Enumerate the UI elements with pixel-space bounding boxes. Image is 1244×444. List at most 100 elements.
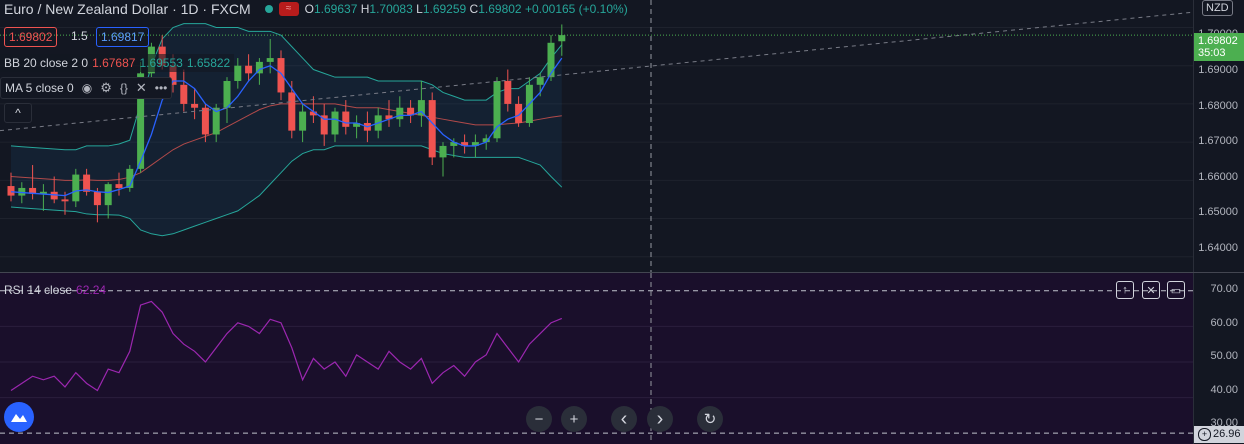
zoom-in-button[interactable]: + [561, 406, 587, 432]
bb-indicator-legend[interactable]: BB 20 close 2 0 1.67687 1.69553 1.65822 [0, 54, 235, 72]
candle-body [245, 65, 253, 74]
candle-body [137, 73, 145, 169]
currency-label[interactable]: NZD [1202, 0, 1233, 16]
candle-body [61, 199, 69, 202]
candle-body [104, 184, 112, 206]
eye-icon[interactable]: ◉ [81, 81, 93, 95]
rsi-scale[interactable]: 70.00 60.00 50.00 40.00 30.00 +26.96 [1193, 273, 1244, 444]
candle-body [18, 187, 26, 196]
candle-body [234, 65, 242, 81]
rsi-tick: 60.00 [1210, 317, 1238, 329]
close-icon[interactable]: ✕ [135, 80, 147, 95]
rsi-value: 62.24 [76, 283, 107, 297]
price-tick: 1.68000 [1198, 100, 1238, 112]
bb-value: 1.67687 [92, 56, 136, 70]
rsi-pane[interactable] [0, 273, 1193, 444]
candle-body [266, 58, 274, 62]
candle-body [320, 115, 328, 135]
low-value: 1.69259 [422, 2, 467, 16]
close-icon[interactable]: ✕ [1142, 281, 1160, 299]
candle-body [309, 111, 317, 116]
rsi-chart-canvas[interactable] [0, 273, 1193, 444]
maximize-icon[interactable]: ▭ [1167, 281, 1185, 299]
more-icon[interactable]: ••• [154, 81, 168, 95]
braces-icon[interactable]: {} [119, 81, 128, 95]
price-tick: 1.69000 [1198, 64, 1238, 76]
ma-label[interactable]: MA 5 close 0 [5, 81, 74, 95]
ma-line [10, 57, 563, 197]
rsi-bottom-value: 26.96 [1213, 428, 1241, 440]
bb-value: 1.69553 [139, 56, 183, 70]
candle-body [115, 184, 123, 188]
scroll-right-button[interactable]: › [647, 406, 673, 432]
sell-button[interactable]: 1.69802 [4, 27, 58, 47]
rsi-tick: 50.00 [1210, 350, 1238, 362]
rsi-current-value: +26.96 [1194, 426, 1244, 443]
chevron-up-icon: ^ [15, 106, 21, 120]
candle-body [547, 42, 555, 78]
ma-indicator-legend[interactable]: MA 5 close 0 ◉ ⚙ {} ✕ ••• [0, 77, 173, 99]
candle-body [417, 100, 425, 116]
candle-body [493, 80, 501, 139]
candle-body [191, 103, 199, 108]
gear-icon[interactable]: ⚙ [100, 80, 112, 95]
up-arrow-icon[interactable]: ↑ [1116, 281, 1134, 299]
candle-body [299, 111, 307, 131]
high-label: H [360, 2, 370, 16]
candle-body [277, 58, 285, 93]
candle-body [255, 61, 263, 74]
symbol-title[interactable]: Euro / New Zealand Dollar · 1D · FXCM [4, 1, 251, 17]
candle-body [7, 186, 15, 196]
rsi-tick: 40.00 [1210, 384, 1238, 396]
candle-body [471, 142, 479, 146]
zoom-out-button[interactable]: − [526, 406, 552, 432]
bb-upper-line [10, 23, 563, 151]
price-tick: 1.64000 [1198, 242, 1238, 254]
candle-body [201, 107, 209, 135]
rsi-indicator-legend[interactable]: RSI 14 close 62.24 [0, 281, 110, 299]
candle-body [353, 123, 361, 127]
price-chart-canvas[interactable] [0, 0, 1193, 272]
candle-body [428, 100, 436, 158]
market-status-icon[interactable]: ≈ [278, 2, 299, 16]
candle-body [50, 191, 58, 200]
scroll-left-button[interactable]: ‹ [611, 406, 637, 432]
spread-value: 1.5 [71, 29, 88, 43]
candle-body [212, 107, 220, 135]
current-price-label: 1.69802 35:03 [1194, 33, 1244, 61]
high-value: 1.70083 [369, 2, 413, 16]
candle-body [407, 107, 415, 116]
visibility-dot[interactable] [264, 5, 273, 13]
candle-body [223, 80, 231, 108]
price-tick: 1.67000 [1198, 135, 1238, 147]
candle-body [39, 191, 47, 194]
change-value: +0.00165 (+0.10%) [524, 2, 628, 16]
close-value: 1.69802 [478, 2, 522, 16]
candle-body [558, 35, 566, 42]
bb-value: 1.65822 [186, 56, 231, 70]
bar-countdown: 35:03 [1198, 47, 1226, 59]
logo-icon[interactable] [4, 402, 34, 432]
open-label: O [304, 2, 314, 16]
pane-separator[interactable] [0, 272, 1244, 273]
reset-chart-button[interactable]: ↻ [697, 406, 723, 432]
candle-body [536, 77, 544, 85]
price-tick: 1.66000 [1198, 171, 1238, 183]
price-scale[interactable]: NZD 1.70000 1.69000 1.68000 1.67000 1.66… [1193, 0, 1244, 272]
rsi-tick: 70.00 [1210, 283, 1238, 295]
ohlc-values: O1.69637 H1.70083 L1.69259 C1.69802 +0.0… [305, 2, 628, 16]
plus-icon[interactable]: + [1198, 428, 1211, 441]
bb-label[interactable]: BB 20 close 2 0 [4, 56, 89, 70]
bb-basis-line [10, 103, 562, 181]
candle-body [72, 174, 80, 202]
price-chart-pane[interactable] [0, 0, 1193, 272]
candle-body [29, 187, 37, 194]
candle-body [385, 115, 393, 120]
collapse-legend-button[interactable]: ^ [4, 103, 32, 123]
rsi-label[interactable]: RSI 14 close [4, 283, 73, 297]
buy-button[interactable]: 1.69817 [96, 27, 150, 47]
candle-body [439, 145, 447, 158]
candle-body [331, 111, 339, 135]
price-tick: 1.65000 [1198, 206, 1238, 218]
low-label: L [416, 2, 423, 16]
